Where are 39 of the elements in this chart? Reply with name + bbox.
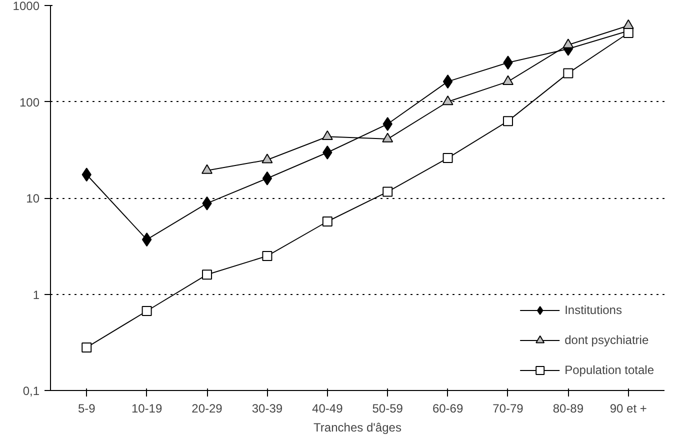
point xyxy=(262,250,272,261)
point xyxy=(382,132,394,142)
point xyxy=(142,306,152,316)
y-tick-label: 1 xyxy=(32,288,40,302)
point xyxy=(202,270,212,280)
point xyxy=(442,95,454,106)
x-tick-label: 60-69 xyxy=(432,402,464,416)
y-tick-label: 1000 xyxy=(12,0,40,13)
x-tick-label: 70-79 xyxy=(492,402,524,416)
point xyxy=(202,164,213,174)
point xyxy=(563,68,574,78)
x-tick-label: 10-19 xyxy=(131,402,162,416)
y-tick-label: 0,1 xyxy=(22,384,40,398)
x-tick-label: 20-29 xyxy=(192,402,223,416)
point xyxy=(502,75,514,85)
point xyxy=(623,28,634,38)
y-tick-label: 100 xyxy=(19,95,40,110)
legend-label: dont psychiatrie xyxy=(564,333,649,347)
x-tick-label: 80-89 xyxy=(552,402,584,416)
point xyxy=(142,232,152,247)
legend-label: Institutions xyxy=(564,303,622,317)
point xyxy=(382,186,393,197)
point xyxy=(322,130,333,140)
x-tick-label: 90 et + xyxy=(610,402,647,416)
y-tick-label: 10 xyxy=(26,192,40,206)
x-tick-label: 5-9 xyxy=(78,402,96,416)
x-tick-label: 30-39 xyxy=(252,402,283,416)
point xyxy=(82,342,92,352)
point xyxy=(262,154,273,164)
point xyxy=(502,116,513,126)
x-tick-label: 50-59 xyxy=(372,402,404,416)
point xyxy=(262,171,272,186)
point xyxy=(442,153,453,164)
point xyxy=(442,74,453,89)
point xyxy=(562,38,574,48)
point xyxy=(322,216,332,226)
x-axis-title: Tranches d'âges xyxy=(314,420,402,434)
legend-label: Population totale xyxy=(564,363,654,377)
x-tick-label: 40-49 xyxy=(312,402,344,416)
